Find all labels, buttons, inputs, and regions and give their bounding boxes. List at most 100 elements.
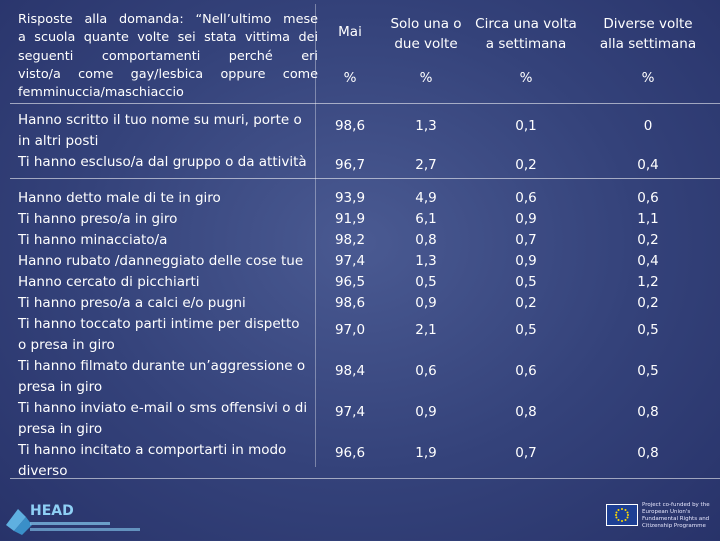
group-divider [10, 178, 720, 179]
cell-value: 0,2 [515, 295, 537, 311]
cell-value: 1,3 [415, 118, 437, 134]
cell-value: 98,6 [334, 295, 366, 311]
question-line: a scuola quante volte sei stata vittima … [18, 30, 318, 46]
cell-value: 0,2 [515, 157, 537, 173]
cell-value: 98,4 [334, 363, 366, 379]
cell-value: 96,5 [334, 274, 366, 290]
question-line: femminuccia/maschiaccio [18, 85, 184, 101]
cell-value: 96,7 [334, 157, 366, 173]
col-header-label: Circa una volta [475, 16, 577, 32]
eu-text-line: Project co-funded by the [642, 502, 710, 508]
question-line: Risposte alla domanda: “Nell’ultimo mese [18, 12, 318, 27]
cell-value: 0,9 [415, 404, 437, 420]
cell-value: 0,6 [515, 363, 537, 379]
column-divider [315, 4, 316, 467]
row-label-line: in altri posti [18, 133, 99, 149]
unit-label: % [343, 70, 357, 86]
cell-value: 0,9 [515, 253, 537, 269]
cell-value: 2,1 [415, 322, 437, 338]
question-header: Risposte alla domanda: “Nell’ultimo mese… [18, 11, 318, 102]
cell-value: 97,4 [334, 253, 366, 269]
header-divider [10, 103, 720, 104]
col-header-mai: Mai [315, 24, 385, 40]
cell-value: 0,8 [415, 232, 437, 248]
row-label-line: Ti hanno inviato e-mail o sms offensivi … [18, 400, 308, 416]
row-label-line: Hanno rubato /danneggiato delle cose tue [18, 253, 304, 269]
cell-value: 0,8 [637, 404, 659, 420]
cell-value: 0,5 [515, 274, 537, 290]
cell-value: 0,5 [637, 322, 659, 338]
row-labels-group2: Hanno detto male di te in giro Ti hanno … [18, 188, 318, 482]
head-logo-icon: HEAD [6, 503, 140, 535]
cell-value: 0,9 [415, 295, 437, 311]
col-header-diverse-volte: Diverse volte alla settimana [588, 14, 708, 54]
col-header-circa-una-volta: Circa una volta a settimana [470, 14, 582, 54]
cell-value: 0,2 [637, 232, 659, 248]
unit-label: % [641, 70, 655, 86]
cell-value: 91,9 [334, 211, 366, 227]
eu-text-line: Citizenship Programme [642, 523, 706, 529]
cell-value: 98,6 [334, 118, 366, 134]
cell-value: 0,6 [637, 190, 659, 206]
question-line: visto/a come gay/lesbica oppure come [18, 66, 318, 82]
cell-value: 0,9 [515, 211, 537, 227]
cell-value: 1,3 [415, 253, 437, 269]
cell-value: 93,9 [334, 190, 366, 206]
row-label-line: Hanno scritto il tuo nome su muri, porte… [18, 112, 302, 128]
row-label-line: Ti hanno minacciato/a [18, 232, 168, 248]
cell-value: 0,7 [515, 445, 537, 461]
col-header-label: Mai [338, 24, 362, 40]
question-line: seguenti comportamenti perché eri [18, 48, 318, 64]
cell-value: 1,9 [415, 445, 437, 461]
row-label-line: Ti hanno filmato durante un’aggressione … [18, 358, 306, 374]
row-label-line: Ti hanno preso/a in giro [18, 211, 178, 227]
col-header-label: Diverse volte [603, 16, 693, 32]
cell-value: 0,2 [637, 295, 659, 311]
cell-value: 0,5 [515, 322, 537, 338]
cell-value: 0,4 [637, 157, 659, 173]
row-label-line: presa in giro [18, 379, 103, 395]
cell-value: 0,4 [637, 253, 659, 269]
cell-value: 1,2 [637, 274, 659, 290]
cell-value: 0,6 [515, 190, 537, 206]
row-label-line: Hanno cercato di picchiarti [18, 274, 200, 290]
cell-value: 0,6 [415, 363, 437, 379]
col-header-solo-una-o-due: Solo una o due volte [383, 14, 469, 54]
cell-value: 6,1 [415, 211, 437, 227]
row-label-line: Ti hanno preso/a a calci e/o pugni [18, 295, 246, 311]
cell-value: 0,8 [515, 404, 537, 420]
eu-text-line: Fundamental Rights and [642, 516, 710, 522]
cell-value: 97,0 [334, 322, 366, 338]
row-label-line: presa in giro [18, 421, 103, 437]
values-col-circa: 0,6 0,9 0,7 0,9 0,5 0,2 [470, 188, 582, 314]
cell-value: 0,1 [515, 118, 537, 134]
row-label: Hanno scritto il tuo nome su muri, porte… [18, 110, 318, 173]
cell-value: 0,7 [515, 232, 537, 248]
cell-value: 0,5 [637, 363, 659, 379]
col-header-label: alla settimana [599, 36, 697, 52]
eu-flag-icon [606, 504, 638, 526]
cell-value: 0 [643, 118, 653, 134]
cell-value: 1,1 [637, 211, 659, 227]
eu-text-line: European Union's [642, 509, 691, 515]
cell-value: 96,6 [334, 445, 366, 461]
cell-value: 4,9 [415, 190, 437, 206]
head-logo-text: HEAD [30, 503, 74, 519]
col-header-label: a settimana [485, 36, 567, 52]
eu-funding-notice: Project co-funded by the European Union'… [606, 500, 718, 534]
row-label-line: Ti hanno incitato a comportarti in modo [18, 442, 287, 458]
cell-value: 0,5 [415, 274, 437, 290]
cell-value: 98,2 [334, 232, 366, 248]
col-header-label: Solo una o [390, 16, 462, 32]
row-label-line: o presa in giro [18, 337, 115, 353]
unit-label: % [519, 70, 533, 86]
table-bottom-border [10, 478, 720, 479]
cell-value: 0,8 [637, 445, 659, 461]
row-label-line: Ti hanno escluso/a dal gruppo o da attiv… [18, 154, 307, 170]
cell-value: 97,4 [334, 404, 366, 420]
values-col-mai: 93,9 91,9 98,2 97,4 96,5 98,6 [315, 188, 385, 314]
row-label-line: diverso [18, 463, 68, 479]
values-col-diverse: 0,6 1,1 0,2 0,4 1,2 0,2 [588, 188, 708, 314]
cell-value: 2,7 [415, 157, 437, 173]
eu-funding-text: Project co-funded by the European Union'… [642, 502, 718, 530]
